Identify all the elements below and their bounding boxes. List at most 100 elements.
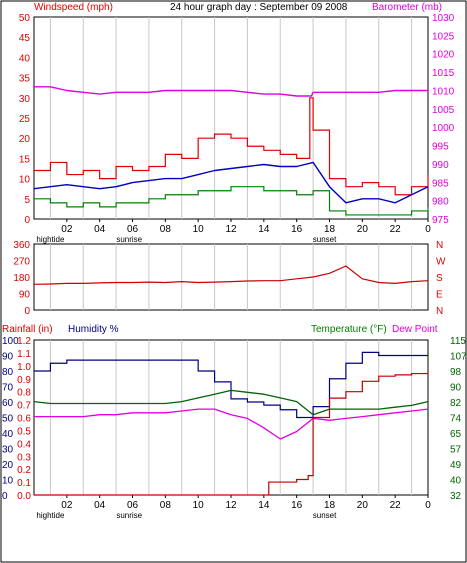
wind-y-tick-label: 0 — [24, 215, 30, 226]
graph-date-title: 24 hour graph day : September 09 2008 — [170, 2, 348, 13]
x-tick-label: 16 — [291, 224, 303, 235]
x-tick-label: 06 — [127, 500, 139, 511]
rainfall-y-tick-label: 0.3 — [17, 452, 31, 463]
barometer-y-tick-label: 995 — [432, 142, 449, 153]
barometer-y-tick-label: 1025 — [432, 31, 455, 42]
barometer-y-tick-label: 1000 — [432, 123, 455, 134]
wind-y-tick-label: 5 — [24, 195, 30, 206]
temperature-y-tick-label: 57 — [450, 445, 462, 456]
rainfall-y-tick-label: 0.1 — [17, 478, 31, 489]
rainfall-y-tick-label: 0.0 — [17, 491, 31, 502]
windspeed-axis-title: Windspeed (mph) — [34, 2, 113, 13]
wind-y-tick-label: 50 — [19, 13, 31, 24]
temperature-y-tick-label: 115 — [450, 336, 466, 347]
barometer-y-tick-label: 1015 — [432, 68, 455, 79]
series-dew-point — [34, 408, 429, 440]
wind-y-tick-label: 35 — [19, 74, 31, 85]
event-label-sunrise: sunrise — [116, 511, 142, 520]
humidity-y-tick-label: 90 — [2, 352, 14, 363]
humidity-y-tick-label: 70 — [2, 383, 14, 394]
series-wind-direction — [33, 265, 429, 285]
rainfall-y-tick-label: 0.4 — [17, 439, 31, 450]
humidity-y-tick-label: 80 — [2, 367, 14, 378]
temperature-y-tick-label: 40 — [450, 476, 462, 487]
event-label-hightide: hightide — [36, 235, 65, 244]
humidity-temperature-rain-panel: 02 04 06 08 10 12 14 16 18 20 22 0 hightide sunrise su… — [2, 324, 467, 520]
temperature-y-tick-label: 65 — [450, 429, 462, 440]
x-tick-label: 08 — [160, 500, 172, 511]
x-tick-label: 10 — [193, 500, 205, 511]
panel-frame — [33, 339, 429, 496]
x-tick-label: 06 — [127, 224, 139, 235]
rainfall-axis-title: Rainfall (in) — [2, 324, 53, 335]
x-tick-label: 10 — [193, 224, 205, 235]
dewpoint-axis-title: Dew Point — [392, 324, 438, 335]
temperature-y-tick-label: 32 — [450, 491, 462, 502]
rainfall-y-tick-label: 0.8 — [17, 388, 31, 399]
temperature-y-tick-label: 82 — [450, 398, 462, 409]
wind-y-tick-label: 10 — [19, 175, 31, 186]
wind-y-tick-label: 25 — [19, 114, 31, 125]
event-label-hightide: hightide — [36, 511, 65, 520]
temperature-y-tick-label: 98 — [450, 367, 462, 378]
x-tick-label: 20 — [357, 500, 369, 511]
humidity-y-tick-label: 60 — [2, 398, 14, 409]
direction-y-tick-label: 90 — [19, 290, 31, 301]
wind-barometer-panel: 02 04 06 08 10 12 14 16 18 20 22 0 hightide sunrise su… — [19, 13, 455, 244]
x-tick-label: 02 — [61, 224, 73, 235]
humidity-y-tick-label: 30 — [2, 445, 14, 456]
series-average — [33, 161, 429, 204]
barometer-y-tick-label: 990 — [432, 160, 449, 171]
x-tick-label: 22 — [390, 224, 402, 235]
compass-label: W — [436, 257, 446, 268]
wind-y-tick-label: 30 — [19, 94, 31, 105]
barometer-y-tick-label: 1005 — [432, 105, 455, 116]
compass-label: N — [436, 306, 443, 317]
rainfall-y-tick-label: 0.6 — [17, 414, 31, 425]
series-barometer — [34, 86, 428, 97]
rainfall-y-tick-label: 0.5 — [17, 426, 31, 437]
x-tick-label: 02 — [61, 500, 73, 511]
wind-y-tick-label: 45 — [19, 33, 31, 44]
series-gust — [34, 97, 429, 196]
humidity-y-tick-label: 0 — [2, 491, 8, 502]
x-tick-label: 14 — [258, 224, 270, 235]
event-label-sunset: sunset — [313, 511, 337, 520]
direction-y-tick-label: 270 — [13, 257, 30, 268]
barometer-y-tick-label: 985 — [432, 178, 449, 189]
series-low — [34, 186, 429, 216]
x-tick-label: 12 — [225, 500, 237, 511]
x-tick-label: 12 — [225, 224, 237, 235]
x-tick-label: 14 — [258, 500, 270, 511]
rainfall-y-tick-label: 0.7 — [17, 401, 31, 412]
x-tick-label: 0 — [425, 500, 431, 511]
x-tick-label: 16 — [291, 500, 303, 511]
temperature-y-tick-label: 90 — [450, 383, 462, 394]
compass-label: N — [436, 240, 443, 251]
compass-label: S — [436, 273, 443, 284]
barometer-axis-title: Barometer (mb) — [372, 2, 442, 13]
barometer-y-tick-label: 975 — [432, 215, 449, 226]
humidity-y-tick-label: 100 — [2, 336, 19, 347]
barometer-y-tick-label: 980 — [432, 197, 449, 208]
panel-frame — [33, 243, 429, 311]
humidity-y-tick-label: 50 — [2, 414, 14, 425]
rainfall-y-tick-label: 1.0 — [17, 362, 31, 373]
barometer-y-tick-label: 1010 — [432, 86, 455, 97]
temperature-y-tick-label: 107 — [450, 352, 467, 363]
direction-y-tick-label: 180 — [13, 273, 30, 284]
rainfall-y-tick-label: 0.2 — [17, 465, 31, 476]
x-tick-label: 22 — [390, 500, 402, 511]
direction-y-tick-label: 0 — [24, 306, 30, 317]
event-label-sunset: sunset — [313, 235, 337, 244]
temperature-y-tick-label: 74 — [450, 414, 462, 425]
x-tick-label: 04 — [94, 500, 106, 511]
x-tick-label: 04 — [94, 224, 106, 235]
series-rainfall — [34, 372, 429, 496]
rainfall-y-tick-label: 1.2 — [17, 336, 31, 347]
x-tick-label: 20 — [357, 224, 369, 235]
humidity-y-tick-label: 10 — [2, 476, 14, 487]
event-label-sunrise: sunrise — [116, 235, 142, 244]
